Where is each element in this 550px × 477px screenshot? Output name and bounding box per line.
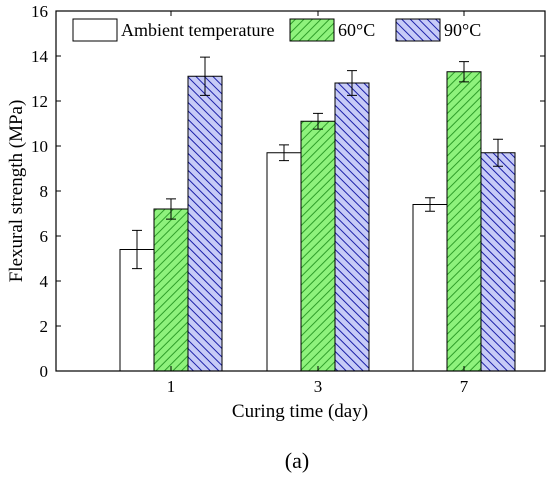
error-bar-90c-day-1: [200, 56, 210, 96]
x-axis: 1 3 7: [167, 11, 469, 396]
legend-item-ambient: Ambient temperature: [72, 18, 274, 42]
bar-60c-day-3: [300, 120, 336, 372]
bar-90c-day-3: [334, 82, 370, 372]
legend-swatch-90c: [395, 18, 441, 42]
error-bar-60c-day-1: [166, 198, 176, 220]
legend-swatch-ambient: [72, 18, 118, 42]
legend-label-ambient: Ambient temperature: [121, 20, 274, 40]
y-tick-label: 0: [40, 362, 49, 381]
y-tick-label: 6: [40, 227, 49, 246]
y-axis-title: Flexural strength (MPa): [6, 100, 27, 283]
y-tick-label: 14: [31, 47, 49, 66]
legend-label-90c: 90°C: [444, 20, 481, 40]
legend: Ambient temperature 60°C 90°C: [72, 18, 481, 42]
x-tick-label: 1: [167, 377, 176, 396]
figure-caption: (a): [285, 448, 309, 473]
error-bar-90c-day-7: [493, 138, 503, 167]
bar-60c-day-1: [153, 208, 189, 372]
error-bar-ambient-day-7: [425, 197, 435, 212]
y-tick-label: 12: [31, 92, 48, 111]
y-tick-label: 16: [31, 2, 48, 21]
bar-90c-day-1: [187, 75, 223, 372]
legend-swatch-60c: [289, 18, 335, 42]
y-tick-label: 2: [40, 317, 49, 336]
legend-label-60c: 60°C: [338, 20, 375, 40]
bar-90c-day-7: [480, 152, 516, 372]
error-bar-90c-day-3: [347, 70, 357, 96]
error-bars-group: [132, 56, 503, 270]
y-tick-label: 10: [31, 137, 48, 156]
bar-ambient-day-7: [412, 204, 448, 372]
error-bar-ambient-day-1: [132, 229, 142, 270]
x-tick-label: 3: [314, 377, 323, 396]
y-tick-label: 4: [40, 272, 49, 291]
bar-ambient-day-3: [266, 152, 302, 372]
bar-ambient-day-1: [119, 249, 155, 372]
y-axis: 0 2 4 6 8 10 12 14 16: [31, 2, 545, 381]
bar-60c-day-7: [446, 71, 482, 372]
error-bar-60c-day-3: [313, 112, 323, 130]
x-tick-label: 7: [460, 377, 469, 396]
error-bar-ambient-day-3: [279, 144, 289, 162]
bars-group: [119, 71, 516, 372]
error-bar-60c-day-7: [459, 61, 469, 83]
legend-item-90c: 90°C: [395, 18, 481, 42]
y-tick-label: 8: [40, 182, 49, 201]
x-axis-title: Curing time (day): [232, 401, 368, 422]
legend-item-60c: 60°C: [289, 18, 375, 42]
